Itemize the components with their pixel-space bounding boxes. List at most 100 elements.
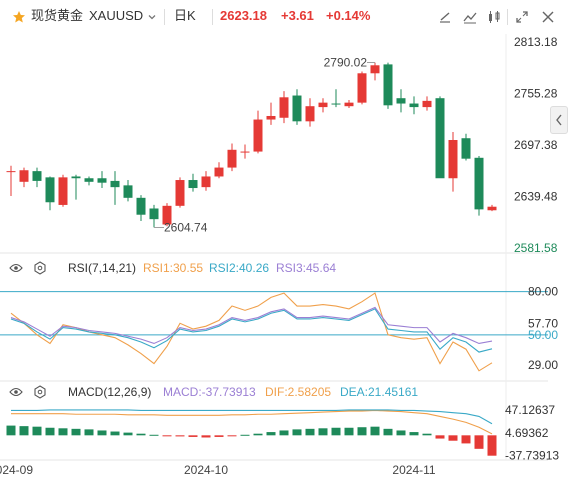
price-axis: 2813.18 2755.28 2697.38 2639.48 2581.58	[514, 35, 558, 255]
candle-body	[136, 197, 146, 215]
macd-label: MACD(12,26,9)	[68, 385, 151, 399]
candle-body	[396, 98, 406, 104]
macd-bar	[32, 426, 42, 436]
rsi-label: RSI(7,14,21)	[68, 261, 136, 275]
fullscreen-icon[interactable]	[515, 10, 529, 24]
candle-body	[32, 171, 42, 181]
candle	[123, 180, 133, 202]
macd-bar	[19, 426, 29, 436]
eye-icon[interactable]	[9, 387, 23, 397]
macd-bar	[240, 434, 250, 436]
macd-bar	[331, 427, 341, 436]
candle	[331, 89, 341, 108]
compare-icon[interactable]	[463, 10, 477, 24]
dea-value: DEA:21.45161	[340, 385, 418, 399]
macd-bar	[175, 435, 185, 437]
draw-tool-icon[interactable]	[438, 10, 452, 24]
candle-body	[318, 102, 328, 108]
candle	[84, 176, 94, 186]
candle-body	[175, 180, 185, 206]
last-price: 2623.18	[220, 8, 267, 23]
candle-body	[6, 171, 16, 173]
candle-body	[422, 100, 432, 108]
macd-bar	[214, 435, 224, 437]
macd-bar	[305, 428, 315, 436]
macd-tick-label: -37.73913	[505, 449, 559, 463]
macd-value: MACD:-37.73913	[163, 385, 256, 399]
extreme-annotation: 2790.02	[324, 56, 375, 70]
gear-icon[interactable]	[34, 385, 46, 399]
candle	[149, 204, 159, 228]
candle-body	[214, 167, 224, 177]
rsi-series-line	[10, 308, 493, 353]
chevron-down-icon[interactable]	[145, 10, 159, 24]
candle-body	[188, 180, 198, 189]
macd-lines	[11, 409, 493, 435]
macd-bar	[422, 433, 432, 436]
candle-body	[383, 64, 393, 106]
star-icon[interactable]	[12, 10, 26, 24]
macd-bar	[201, 435, 211, 438]
indicator-icon[interactable]	[487, 10, 501, 24]
rsi-lines	[10, 292, 493, 372]
candle-body	[409, 103, 419, 108]
price-annotations: 2790.02 2604.74	[154, 56, 375, 234]
price-tick-label: 2639.48	[514, 190, 558, 204]
candle-body	[84, 178, 94, 182]
macd-series-line	[11, 409, 493, 425]
candle-body	[240, 151, 250, 153]
candle-body	[266, 115, 276, 120]
candle	[396, 89, 406, 113]
close-icon[interactable]	[541, 10, 555, 24]
candle-body	[331, 103, 341, 105]
symbol-code[interactable]: XAUUSD	[89, 8, 144, 23]
symbol-name[interactable]: 现货黄金	[31, 8, 84, 23]
chart-toolbar: 现货黄金 XAUUSD 日K 2623.18 +3.61 +0.14%	[0, 0, 568, 34]
macd-bar	[123, 432, 133, 436]
low-label: 2604.74	[164, 220, 208, 234]
candle-body	[162, 205, 172, 225]
candle	[71, 174, 81, 200]
macd-bar	[188, 435, 198, 437]
candle	[19, 167, 29, 188]
macd-legend: MACD(12,26,9) MACD:-37.73913 DIF:2.58205…	[9, 385, 418, 399]
price-tick-label: 2813.18	[514, 35, 558, 49]
gear-icon[interactable]	[34, 261, 46, 275]
time-tick-label: 2024-09	[0, 463, 33, 477]
candle	[461, 133, 471, 161]
rsi-series-line	[10, 306, 493, 345]
time-tick-label: 2024-11	[392, 463, 435, 477]
interval-selector[interactable]: 日K	[174, 8, 196, 23]
rsi-tick-label: 50.00	[528, 328, 558, 342]
candle-body	[123, 185, 133, 198]
eye-icon[interactable]	[9, 263, 23, 273]
candle-body	[487, 206, 497, 211]
macd-bar	[409, 432, 419, 436]
candle	[136, 195, 146, 221]
candle	[370, 62, 380, 81]
macd-bar	[58, 428, 68, 436]
price-change: +3.61	[281, 8, 314, 23]
macd-bar	[136, 433, 146, 436]
candle	[383, 62, 393, 109]
rsi-tick-label: 57.70	[528, 317, 558, 331]
macd-axis: 47.12637 4.69362 -37.73913	[505, 403, 559, 463]
macd-bar	[318, 428, 328, 436]
macd-tick-label: 4.69362	[505, 426, 549, 440]
candle	[201, 171, 211, 191]
macd-bar	[279, 430, 289, 436]
macd-bar	[357, 427, 367, 436]
candle	[292, 89, 302, 125]
macd-bar	[435, 435, 445, 439]
candle	[266, 102, 276, 125]
macd-bar	[396, 430, 406, 436]
macd-tick-label: 47.12637	[505, 403, 555, 417]
rsi2-value: RSI2:40.26	[209, 261, 269, 275]
price-tick-label: 2755.28	[514, 87, 558, 101]
price-change-pct: +0.14%	[326, 8, 371, 23]
candle	[175, 177, 185, 208]
candle-body	[461, 138, 471, 159]
candle	[409, 96, 419, 115]
